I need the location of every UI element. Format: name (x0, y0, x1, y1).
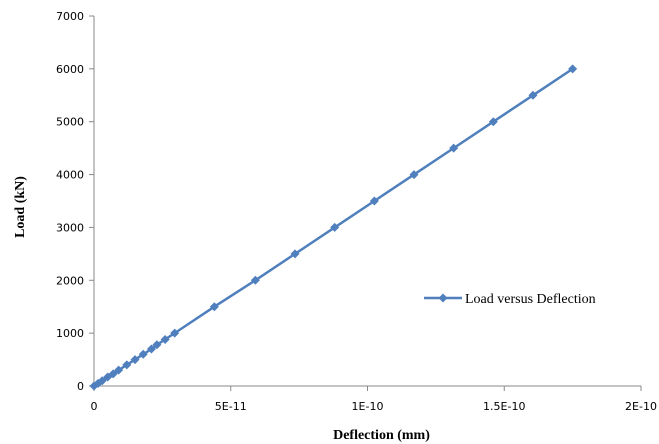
x-tick-label: 1.5E-10 (483, 400, 525, 413)
data-point-marker (409, 170, 419, 180)
y-tick-label: 2000 (56, 274, 84, 287)
y-tick-label: 1000 (56, 327, 84, 340)
y-tick-label: 4000 (56, 169, 84, 182)
data-point-marker (449, 143, 459, 153)
data-point-marker (108, 369, 118, 379)
x-axis-ticks: 0 5E-11 1E-10 1.5E-10 2E-10 (91, 386, 657, 413)
data-point-marker (97, 376, 107, 386)
y-tick-label: 3000 (56, 221, 84, 234)
y-tick-label: 7000 (56, 10, 84, 23)
series-layer (89, 64, 578, 391)
data-point-marker (152, 340, 162, 350)
data-point-marker (130, 355, 140, 365)
data-point-marker (170, 328, 180, 338)
data-point-marker (488, 117, 498, 127)
y-tick-label: 6000 (56, 63, 84, 76)
legend-diamond-marker (438, 293, 448, 303)
data-point-marker (528, 90, 538, 100)
legend-label: Load versus Deflection (465, 292, 596, 307)
data-point-marker (290, 249, 300, 259)
y-tick-label: 0 (77, 380, 84, 393)
y-axis-title: Load (kN) (13, 176, 28, 238)
data-point-marker (330, 222, 340, 232)
x-tick-label: 5E-11 (215, 400, 247, 413)
x-tick-label: 2E-10 (625, 400, 657, 413)
x-axis-title: Deflection (mm) (333, 428, 430, 443)
data-point-marker (138, 349, 148, 359)
data-point-marker (209, 302, 219, 312)
data-point-marker (146, 344, 156, 354)
x-tick-label: 1E-10 (352, 400, 384, 413)
data-point-marker (369, 196, 379, 206)
legend: Load versus Deflection (424, 292, 596, 307)
data-point-marker (250, 275, 260, 285)
plot-area: 0 1000 2000 3000 4000 5000 6000 7000 0 5E-11 1E-1… (56, 10, 657, 413)
data-point-marker (122, 360, 132, 370)
data-point-marker (568, 64, 578, 74)
data-point-marker (114, 365, 124, 375)
data-point-marker (160, 334, 170, 344)
y-tick-label: 5000 (56, 116, 84, 129)
y-axis-ticks: 0 1000 2000 3000 4000 5000 6000 7000 (56, 10, 94, 393)
x-tick-label: 0 (91, 400, 98, 413)
